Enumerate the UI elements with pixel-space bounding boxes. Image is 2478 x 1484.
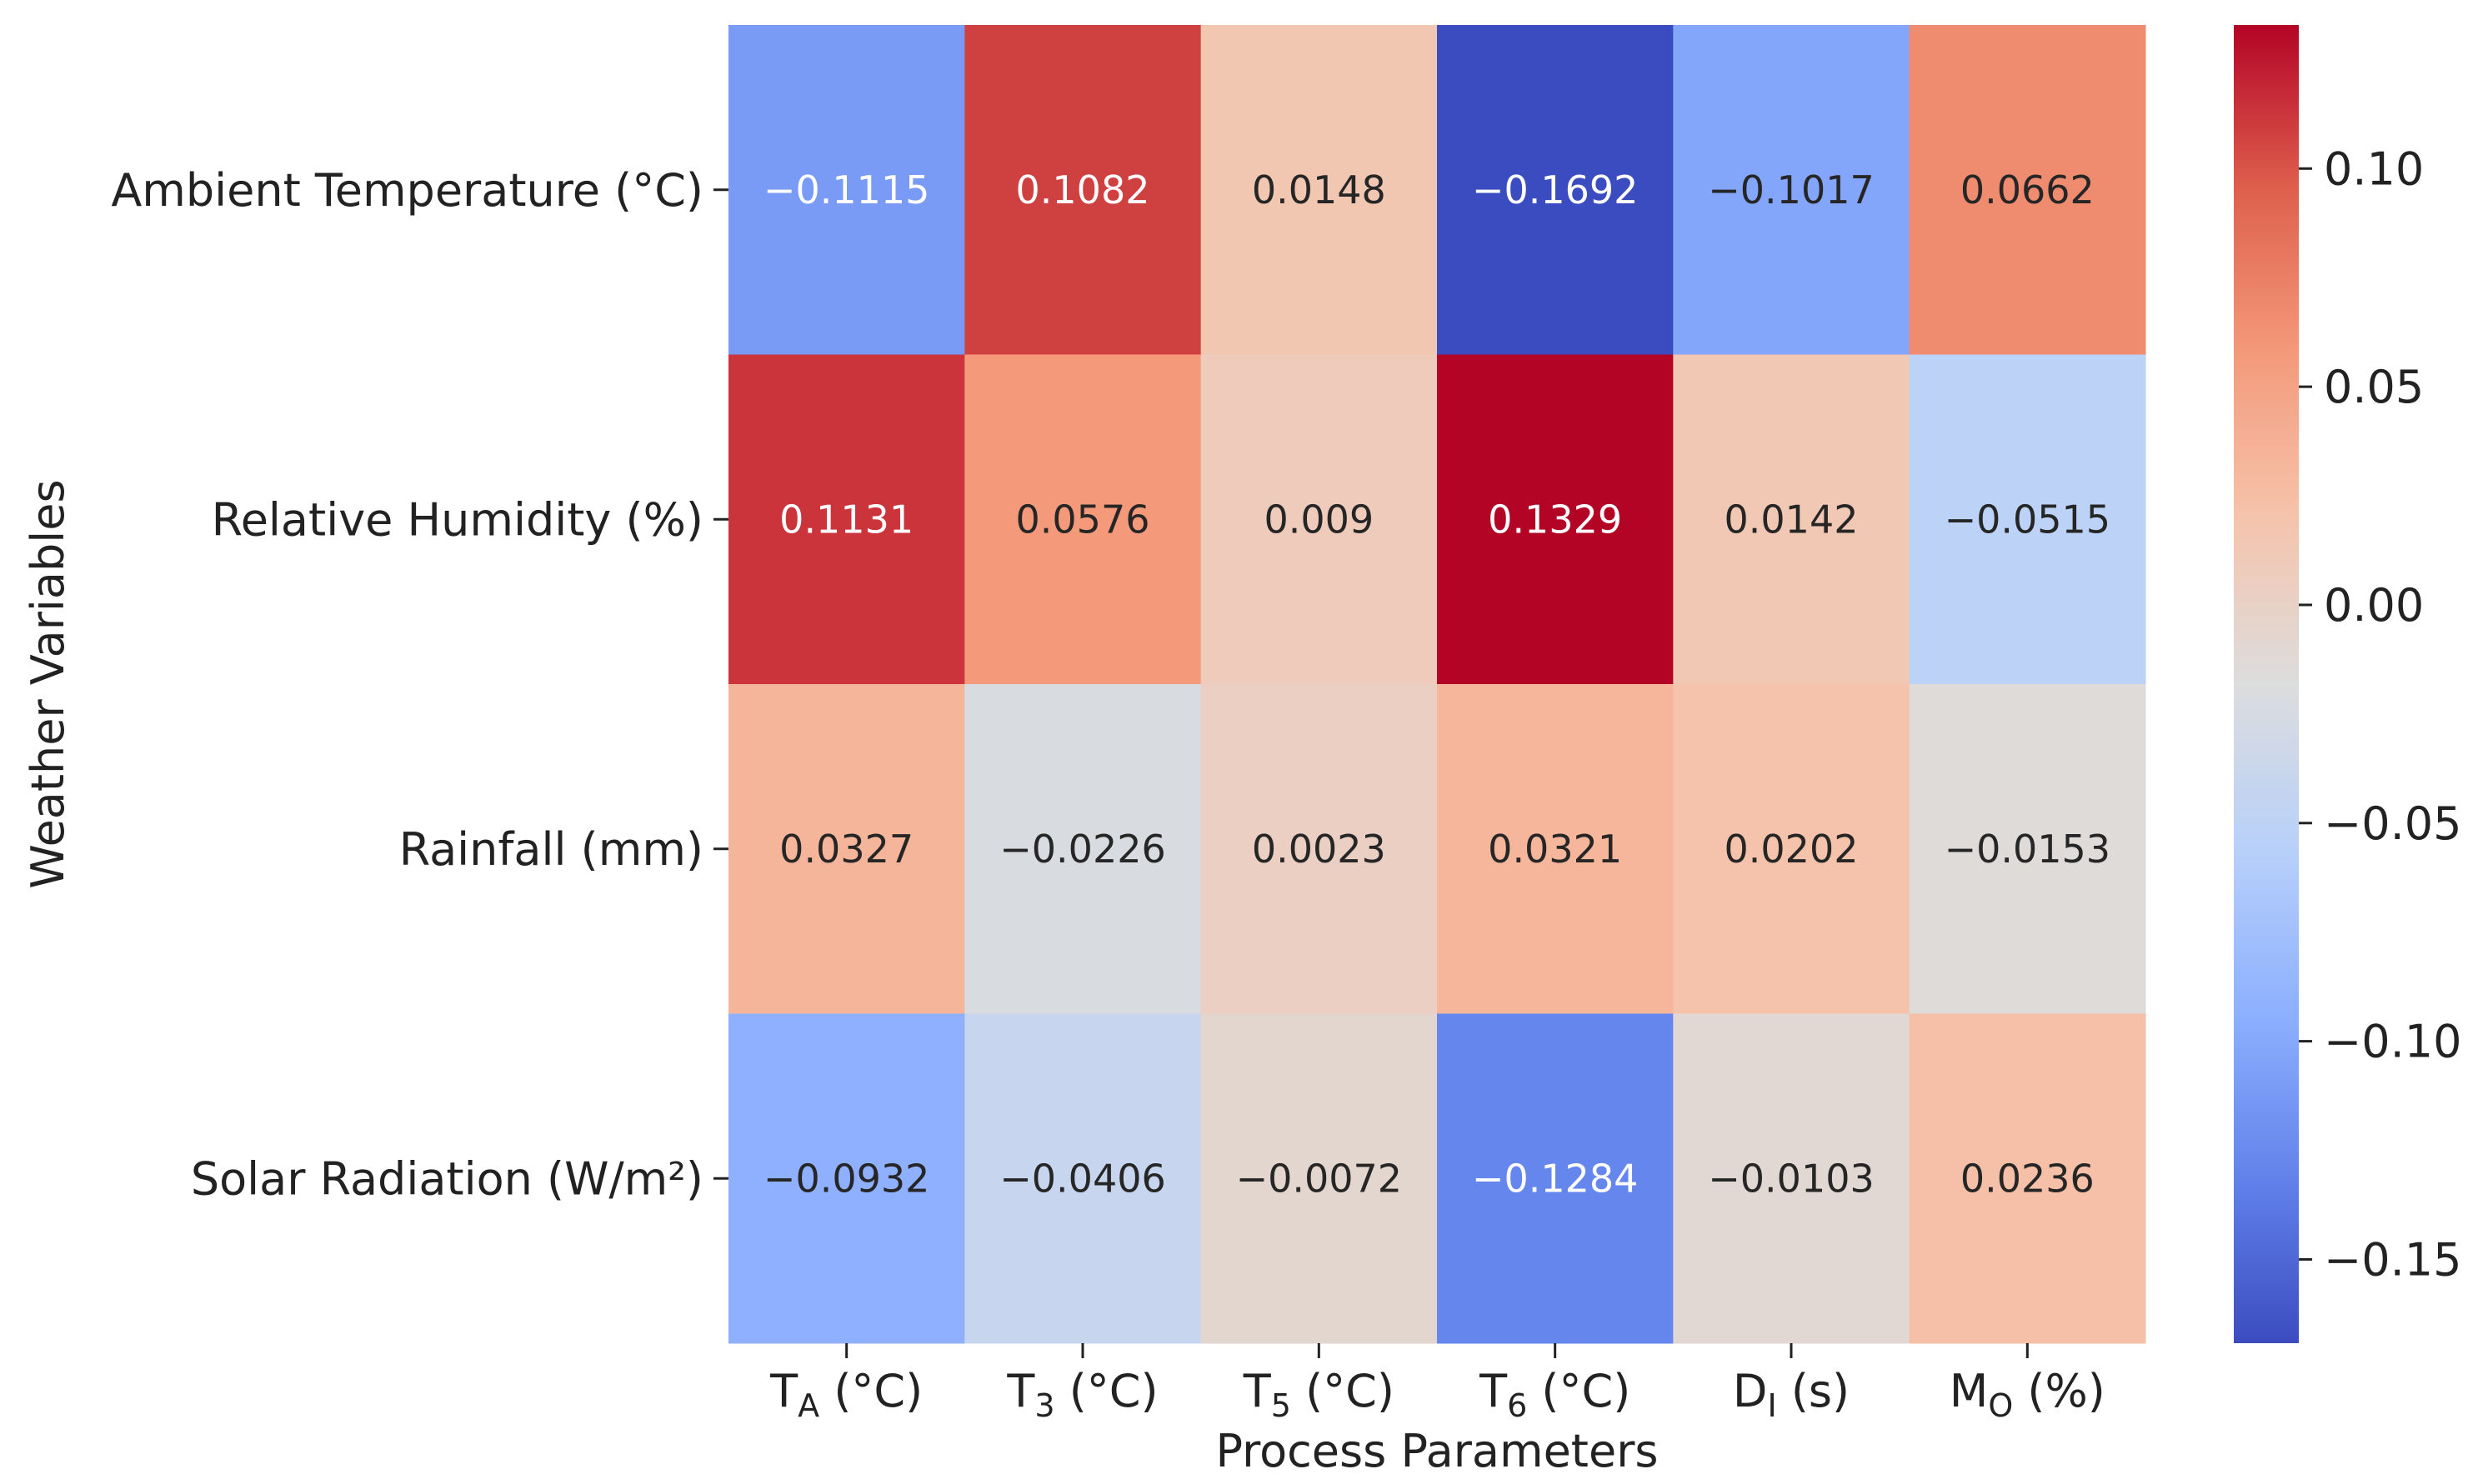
heatmap-cell-r2-c0 — [728, 684, 965, 1014]
x-axis-title: Process Parameters — [1215, 1425, 1658, 1477]
heatmap-cell-r1-c1 — [964, 354, 1202, 685]
heatmap-cell-r0-c2 — [1200, 25, 1438, 355]
heatmap-cell-r0-c5 — [1909, 25, 2146, 355]
y-axis: Ambient Temperature (°C) Relative Humidit… — [111, 164, 728, 1205]
colorbar-tick-label: 0.10 — [2324, 142, 2424, 195]
heatmap-cell-r2-c1 — [964, 684, 1202, 1014]
heatmap-cells — [728, 25, 2146, 1344]
cell-value-r2-c4: 0.0202 — [1725, 827, 1859, 872]
x-tick-label: TA (°C) — [769, 1365, 923, 1424]
cell-value-r1-c4: 0.0142 — [1725, 497, 1859, 542]
heatmap-cell-r3-c0 — [728, 1013, 965, 1344]
y-tick-label: Ambient Temperature (°C) — [111, 164, 703, 217]
heatmap-cell-r3-c2 — [1200, 1013, 1438, 1344]
heatmap-cell-r2-c3 — [1437, 684, 1674, 1014]
cell-value-r0-c1: 0.1082 — [1016, 167, 1150, 212]
x-axis: TA (°C) T3 (°C) T5 (°C) T6 (°C) DI (s) MO (%) — [769, 1343, 2105, 1424]
cell-value-r1-c0: 0.1131 — [779, 497, 914, 542]
colorbar-tick-label: 0.00 — [2324, 579, 2424, 632]
heatmap-cell-r0-c0 — [728, 25, 965, 355]
heatmap-cell-r2-c5 — [1909, 684, 2146, 1014]
cell-value-r3-c3: −0.1284 — [1472, 1156, 1639, 1201]
cell-value-r0-c3: −0.1692 — [1472, 167, 1639, 212]
heatmap-cell-r2-c2 — [1200, 684, 1438, 1014]
heatmap-cell-r1-c0 — [728, 354, 965, 685]
cell-value-r0-c5: 0.0662 — [1960, 167, 2095, 212]
cell-value-r3-c1: −0.0406 — [999, 1156, 1166, 1201]
cell-value-r0-c4: −0.1017 — [1708, 167, 1875, 212]
cell-value-r0-c2: 0.0148 — [1252, 167, 1386, 212]
cell-value-r1-c1: 0.0576 — [1016, 497, 1150, 542]
cell-value-r1-c3: 0.1329 — [1488, 497, 1622, 542]
x-tick-label: DI (s) — [1733, 1365, 1850, 1424]
heatmap-cell-r0-c4 — [1673, 25, 1910, 355]
heatmap-cell-r1-c5 — [1909, 354, 2146, 685]
cell-value-r1-c2: 0.009 — [1264, 497, 1374, 542]
heatmap-cell-r3-c5 — [1909, 1013, 2146, 1344]
y-tick-label: Relative Humidity (%) — [212, 493, 703, 546]
cell-value-r0-c0: −0.1115 — [763, 167, 930, 212]
cell-value-r2-c5: −0.0153 — [1945, 827, 2111, 872]
heatmap-cell-r1-c4 — [1673, 354, 1910, 685]
colorbar: 0.10 0.05 0.00 −0.05 −0.10 −0.15 — [2234, 25, 2461, 1343]
cell-value-r1-c5: −0.0515 — [1945, 497, 2111, 542]
colorbar-gradient — [2234, 25, 2299, 1343]
colorbar-tick-label: 0.05 — [2324, 361, 2424, 413]
cell-value-r3-c0: −0.0932 — [763, 1156, 930, 1201]
heatmap-cell-labels: −0.1115 0.1082 0.0148 −0.1692 −0.1017 0.0662 0… — [763, 167, 2110, 1202]
cell-value-r2-c3: 0.0321 — [1488, 827, 1622, 872]
colorbar-tick-label: −0.05 — [2324, 797, 2461, 850]
x-tick-label: T3 (°C) — [1006, 1365, 1158, 1424]
heatmap-cell-r3-c3 — [1437, 1013, 1674, 1344]
cell-value-r3-c4: −0.0103 — [1708, 1156, 1875, 1201]
cell-value-r3-c2: −0.0072 — [1236, 1156, 1403, 1201]
heatmap-cell-r3-c4 — [1673, 1013, 1910, 1344]
y-tick-label: Rainfall (mm) — [399, 823, 703, 876]
x-tick-label: T6 (°C) — [1479, 1365, 1630, 1424]
cell-value-r2-c1: −0.0226 — [999, 827, 1166, 872]
heatmap-cell-r2-c4 — [1673, 684, 1910, 1014]
cell-value-r3-c5: 0.0236 — [1960, 1156, 2095, 1201]
x-tick-label: MO (%) — [1950, 1365, 2105, 1424]
colorbar-tick-label: −0.15 — [2324, 1233, 2461, 1286]
x-tick-label: T5 (°C) — [1243, 1365, 1394, 1424]
colorbar-tick-label: −0.10 — [2324, 1016, 2461, 1068]
heatmap-cell-r0-c3 — [1437, 25, 1674, 355]
heatmap-cell-r1-c2 — [1200, 354, 1438, 685]
heatmap-cell-r3-c1 — [964, 1013, 1202, 1344]
y-axis-title: Weather Variables — [22, 479, 74, 888]
cell-value-r2-c2: 0.0023 — [1252, 827, 1386, 872]
heatmap-cell-r1-c3 — [1437, 354, 1674, 685]
cell-value-r2-c0: 0.0327 — [779, 827, 914, 872]
y-tick-label: Solar Radiation (W/m²) — [191, 1152, 703, 1205]
heatmap-cell-r0-c1 — [964, 25, 1202, 355]
